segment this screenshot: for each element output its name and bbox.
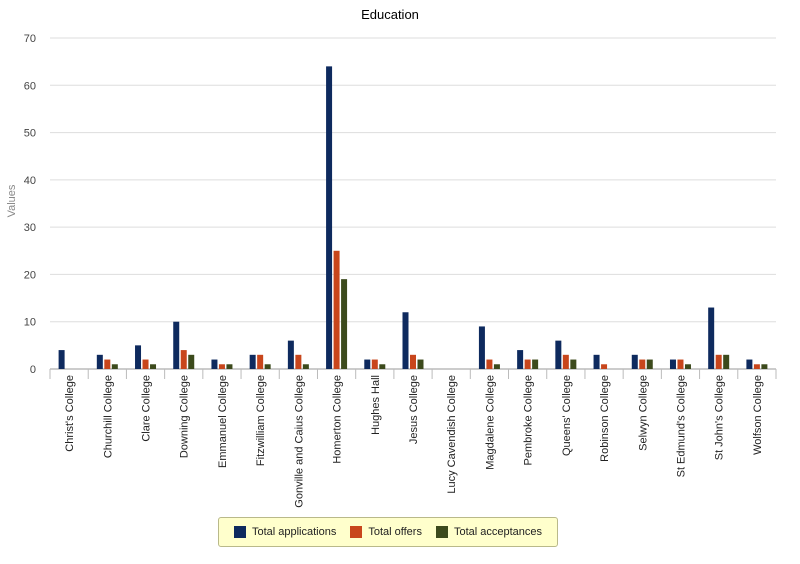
- bar-0-18: [746, 359, 753, 369]
- bar-0-15: [631, 354, 638, 369]
- bar-0-11: [478, 326, 485, 369]
- bar-2-18: [761, 364, 768, 369]
- bar-2-9: [417, 359, 424, 369]
- bar-0-14: [593, 354, 600, 369]
- bar-1-18: [753, 364, 760, 369]
- bar-2-6: [302, 364, 309, 369]
- bar-2-1: [111, 364, 118, 369]
- x-tick-label-6: Gonville and Caius College: [293, 375, 305, 508]
- bar-1-7: [333, 250, 340, 369]
- bar-0-16: [669, 359, 676, 369]
- y-tick-label-40: 40: [24, 175, 36, 187]
- bar-1-9: [410, 354, 416, 369]
- x-tick-label-3: Downing College: [179, 375, 191, 458]
- bar-2-17: [723, 354, 730, 369]
- legend-item-offers: Total offers: [350, 526, 422, 538]
- bar-1-1: [104, 359, 111, 369]
- x-tick-label-8: Hughes Hall: [370, 375, 382, 435]
- bar-0-5: [249, 354, 256, 369]
- x-tick-label-9: Jesus College: [408, 375, 420, 444]
- bars: [58, 66, 768, 369]
- bar-0-3: [173, 321, 180, 369]
- x-tick-label-18: Wolfson College: [752, 375, 764, 455]
- y-axis-label: Values: [6, 184, 18, 217]
- bar-0-13: [555, 340, 562, 369]
- bar-2-15: [646, 359, 653, 369]
- bar-1-5: [257, 354, 264, 369]
- y-tick-label-20: 20: [24, 269, 36, 281]
- bar-1-11: [486, 359, 493, 369]
- bar-0-1: [96, 354, 103, 369]
- bar-0-7: [326, 66, 333, 369]
- x-tick-label-12: Pembroke College: [523, 375, 535, 466]
- bar-0-0: [58, 350, 65, 369]
- x-tick-label-0: Christ's College: [64, 375, 76, 452]
- bar-2-12: [532, 359, 539, 369]
- y-tick-label-0: 0: [30, 364, 36, 376]
- bar-0-12: [517, 350, 524, 369]
- x-tick-label-14: Robinson College: [599, 375, 611, 462]
- bar-2-11: [493, 364, 500, 369]
- bar-1-4: [218, 364, 225, 369]
- x-tick-label-13: Queens' College: [561, 375, 573, 456]
- bar-2-16: [684, 364, 691, 369]
- legend-label-applications: Total applications: [251, 526, 337, 538]
- legend-swatch-acceptances: [435, 526, 448, 538]
- x-tick-label-11: Magdalene College: [484, 375, 496, 470]
- x-tick-label-7: Homerton College: [332, 375, 344, 464]
- x-tick-labels: Christ's College Churchill College Clare C…: [64, 375, 764, 508]
- x-tick-label-16: St Edmund's College: [675, 375, 687, 477]
- bar-1-3: [180, 350, 187, 369]
- bar-1-13: [562, 354, 569, 369]
- legend-item-acceptances: Total acceptances: [435, 526, 543, 538]
- legend-item-applications: Total applications: [233, 526, 337, 538]
- bar-1-8: [371, 359, 378, 369]
- bar-2-3: [188, 354, 195, 369]
- x-ticks: [49, 369, 777, 379]
- y-tick-label-10: 10: [24, 317, 36, 329]
- bar-1-14: [601, 364, 608, 369]
- bar-1-12: [524, 359, 531, 369]
- x-tick-label-2: Clare College: [141, 375, 153, 442]
- bar-1-6: [295, 354, 302, 369]
- bar-1-16: [677, 359, 684, 369]
- gridlines: [50, 37, 776, 370]
- bar-2-13: [570, 359, 577, 369]
- x-tick-label-15: Selwyn College: [637, 375, 649, 451]
- bar-2-8: [379, 364, 386, 369]
- y-tick-label-50: 50: [24, 128, 36, 140]
- legend-swatch-applications: [233, 526, 246, 538]
- x-tick-label-5: Fitzwilliam College: [255, 375, 267, 466]
- bar-0-17: [708, 307, 715, 369]
- x-tick-label-10: Lucy Cavendish College: [446, 375, 458, 494]
- y-tick-label-30: 30: [24, 222, 36, 234]
- bar-0-9: [402, 312, 409, 369]
- bar-0-2: [135, 345, 142, 369]
- bar-1-2: [142, 359, 149, 369]
- legend-label-acceptances: Total acceptances: [453, 526, 543, 538]
- x-tick-label-1: Churchill College: [102, 375, 114, 458]
- x-tick-label-4: Emmanuel College: [217, 375, 229, 468]
- bar-2-4: [226, 364, 233, 369]
- bar-0-4: [211, 359, 218, 369]
- bar-0-8: [364, 359, 371, 369]
- bar-2-5: [264, 364, 271, 369]
- bar-0-6: [287, 340, 294, 369]
- legend-label-offers: Total offers: [368, 526, 422, 538]
- y-tick-label-70: 70: [24, 33, 36, 45]
- bar-1-15: [639, 359, 646, 369]
- bar-2-7: [341, 279, 348, 369]
- legend-swatch-offers: [350, 526, 363, 538]
- x-tick-label-17: St John's College: [714, 375, 726, 460]
- legend: Total applications Total offers Total ac…: [218, 517, 558, 547]
- bar-1-17: [715, 354, 722, 369]
- y-tick-labels: 0 10 20 30 40 50 60 70: [24, 33, 36, 376]
- y-tick-label-60: 60: [24, 80, 36, 92]
- bar-2-2: [150, 364, 157, 369]
- chart-title: Education: [361, 7, 419, 22]
